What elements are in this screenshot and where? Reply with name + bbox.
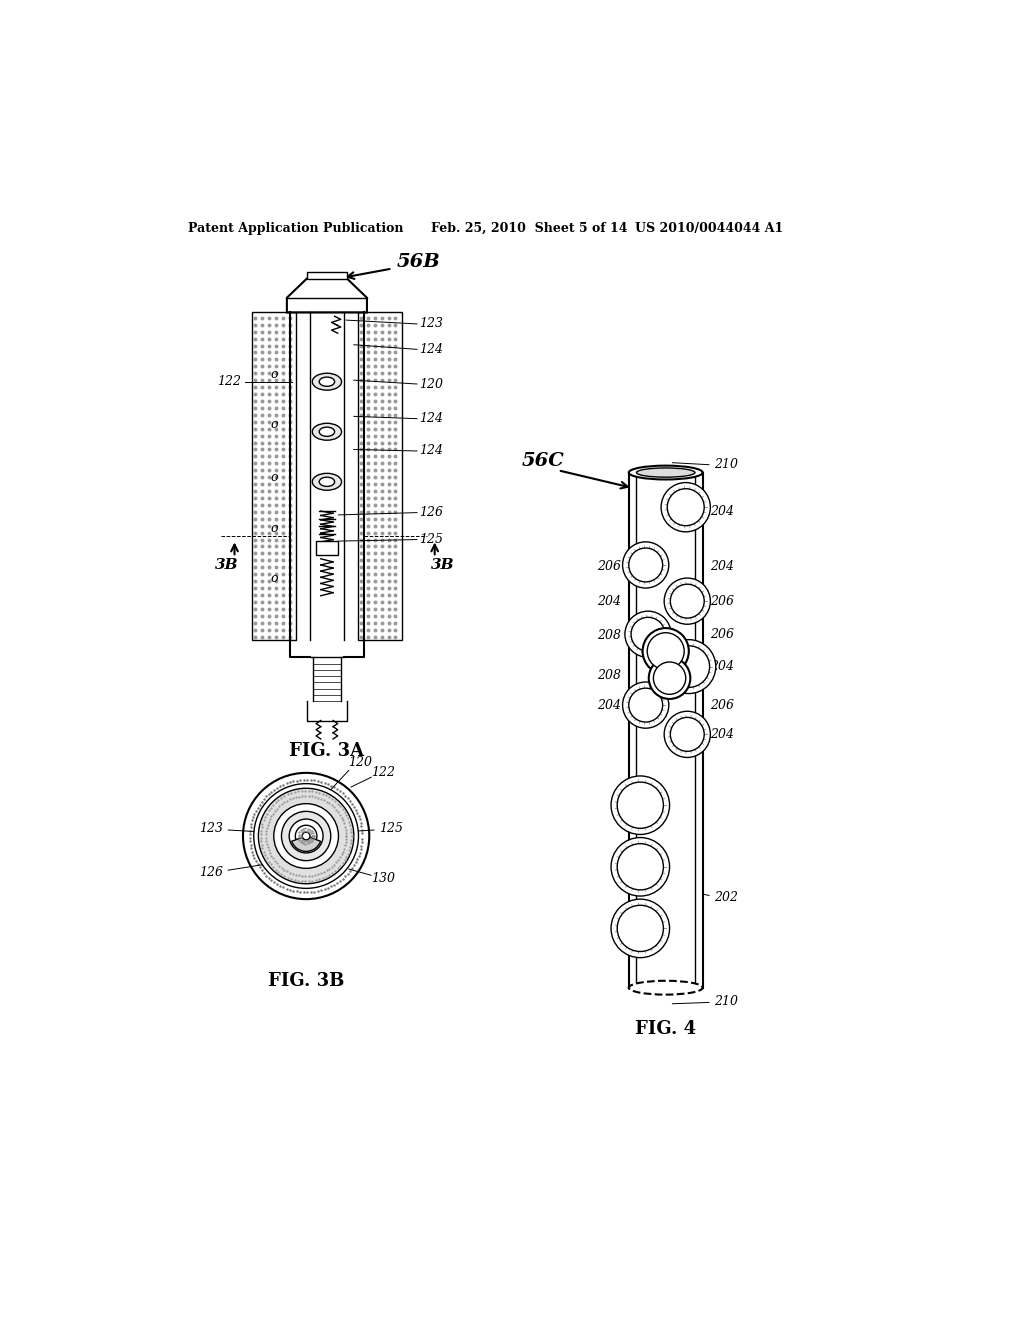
Wedge shape [292,836,321,851]
Text: o: o [270,367,278,380]
Text: 202: 202 [714,891,738,904]
Circle shape [665,711,711,758]
Text: 206: 206 [711,628,734,640]
Text: 208: 208 [597,669,621,682]
Circle shape [623,541,669,589]
Text: 122: 122 [217,375,241,388]
Circle shape [617,843,664,890]
Text: 123: 123 [419,317,443,330]
Circle shape [625,611,671,657]
Circle shape [649,657,690,700]
Circle shape [258,788,354,884]
Ellipse shape [312,374,342,391]
Bar [357,313,402,640]
Text: 210: 210 [714,995,738,1008]
Text: 208: 208 [597,630,621,643]
Circle shape [289,818,323,853]
Text: 124: 124 [419,343,443,356]
Circle shape [282,812,331,861]
Text: o: o [270,471,278,484]
Polygon shape [307,272,347,279]
Ellipse shape [319,378,335,387]
Text: US 2010/0044044 A1: US 2010/0044044 A1 [635,222,783,235]
Circle shape [631,618,665,651]
Circle shape [302,832,310,840]
Circle shape [611,838,670,896]
Bar [629,459,702,987]
Circle shape [629,548,663,582]
Text: 125: 125 [419,533,443,546]
Text: 56C: 56C [521,451,564,470]
Text: 122: 122 [372,767,395,779]
Text: 120: 120 [348,756,373,770]
Circle shape [254,784,358,888]
Text: 204: 204 [711,560,734,573]
Text: 204: 204 [711,660,734,673]
Text: 126: 126 [419,506,443,519]
Text: 206: 206 [597,560,621,573]
Ellipse shape [312,474,342,490]
Ellipse shape [629,466,702,479]
Circle shape [665,578,711,624]
Text: 206: 206 [711,594,734,607]
Bar [316,541,338,554]
Text: Patent Application Publication: Patent Application Publication [188,222,403,235]
Text: 3B: 3B [431,558,455,572]
Circle shape [611,776,670,834]
Text: 56B: 56B [396,253,440,272]
Text: FIG. 3A: FIG. 3A [290,742,365,760]
Circle shape [243,774,370,899]
Circle shape [647,632,684,669]
Text: 204: 204 [597,594,621,607]
Text: 3B: 3B [215,558,239,572]
Text: 123: 123 [199,822,223,834]
Text: FIG. 3B: FIG. 3B [268,972,344,990]
Ellipse shape [319,478,335,487]
Circle shape [668,488,705,525]
Bar [252,313,296,640]
Text: 204: 204 [711,504,734,517]
Circle shape [662,640,716,693]
Circle shape [671,718,705,751]
Text: 120: 120 [419,378,443,391]
Ellipse shape [319,428,335,437]
Circle shape [671,585,705,618]
Circle shape [611,899,670,958]
Text: 206: 206 [711,698,734,711]
Ellipse shape [637,469,695,478]
Circle shape [273,804,339,869]
Text: 126: 126 [199,866,223,879]
Polygon shape [287,279,367,313]
Text: o: o [270,417,278,430]
Text: 210: 210 [714,458,738,471]
Text: o: o [270,572,278,585]
Circle shape [653,663,686,694]
Text: 204: 204 [597,698,621,711]
Text: 130: 130 [372,871,395,884]
Text: FIG. 4: FIG. 4 [635,1019,696,1038]
Text: 125: 125 [379,822,403,834]
Ellipse shape [629,981,702,995]
Text: 124: 124 [419,445,443,458]
Text: 124: 124 [419,412,443,425]
Circle shape [643,628,689,675]
Circle shape [623,682,669,729]
Text: o: o [270,521,278,535]
Circle shape [668,645,710,688]
Text: Feb. 25, 2010  Sheet 5 of 14: Feb. 25, 2010 Sheet 5 of 14 [431,222,628,235]
Circle shape [617,781,664,829]
Circle shape [617,906,664,952]
Circle shape [295,825,316,847]
Circle shape [662,483,711,532]
Ellipse shape [312,424,342,441]
Circle shape [629,688,663,722]
Text: 204: 204 [711,727,734,741]
